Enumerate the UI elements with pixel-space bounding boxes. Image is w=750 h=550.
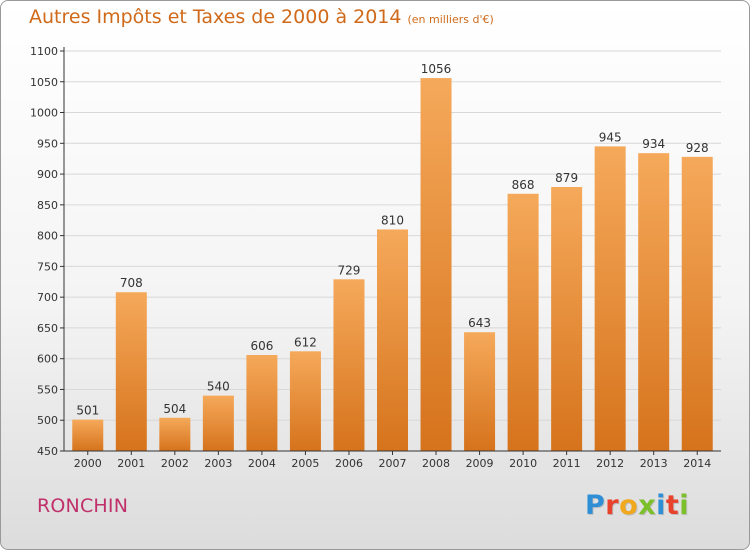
x-tick-label: 2006 bbox=[335, 457, 363, 470]
data-label: 708 bbox=[120, 276, 143, 290]
y-tick-label: 1000 bbox=[30, 107, 58, 120]
data-label: 606 bbox=[250, 339, 273, 353]
bar bbox=[72, 419, 104, 451]
bar bbox=[115, 292, 147, 451]
proxiti-logo: Proxiti bbox=[585, 490, 690, 521]
bar bbox=[377, 229, 408, 451]
x-tick-label: 2009 bbox=[466, 457, 494, 470]
y-tick-label: 450 bbox=[37, 445, 58, 458]
bar bbox=[159, 417, 191, 451]
x-tick-label: 2008 bbox=[422, 457, 450, 470]
chart-subtitle: (en milliers d'€) bbox=[407, 13, 494, 26]
x-tick-label: 2012 bbox=[596, 457, 624, 470]
y-tick-label: 550 bbox=[37, 383, 58, 396]
y-tick-label: 650 bbox=[37, 322, 58, 335]
x-tick-label: 2004 bbox=[248, 457, 276, 470]
y-tick-label: 700 bbox=[37, 291, 58, 304]
y-tick-label: 600 bbox=[37, 353, 58, 366]
x-tick-label: 2002 bbox=[161, 457, 189, 470]
data-label: 934 bbox=[642, 137, 665, 151]
data-label: 729 bbox=[338, 263, 361, 277]
x-tick-label: 2011 bbox=[553, 457, 581, 470]
data-label: 868 bbox=[512, 178, 535, 192]
city-name: RONCHIN bbox=[37, 495, 129, 517]
y-tick-label: 750 bbox=[37, 260, 58, 273]
data-label: 928 bbox=[686, 141, 709, 155]
y-tick-label: 950 bbox=[37, 137, 58, 150]
data-label: 1056 bbox=[421, 62, 452, 76]
x-tick-label: 2000 bbox=[74, 457, 102, 470]
y-tick-label: 900 bbox=[37, 168, 58, 181]
x-tick-label: 2005 bbox=[291, 457, 319, 470]
x-tick-label: 2007 bbox=[379, 457, 407, 470]
labels: 450 500 550 600 650 700 750 800 850 900 950 1000 105… bbox=[30, 45, 711, 470]
bar bbox=[246, 355, 278, 451]
bar bbox=[289, 351, 321, 451]
bar bbox=[420, 78, 452, 452]
x-tick-label: 2013 bbox=[640, 457, 668, 470]
data-label: 504 bbox=[163, 402, 186, 416]
bars bbox=[72, 78, 713, 452]
bar bbox=[507, 193, 539, 451]
data-label: 540 bbox=[207, 380, 230, 394]
bar bbox=[464, 332, 496, 451]
bar bbox=[594, 146, 626, 451]
x-tick-label: 2001 bbox=[117, 457, 145, 470]
data-label: 612 bbox=[294, 335, 317, 349]
x-tick-label: 2003 bbox=[204, 457, 232, 470]
bar bbox=[638, 153, 670, 451]
data-label: 810 bbox=[381, 213, 404, 227]
x-tick-label: 2010 bbox=[509, 457, 537, 470]
chart-title-row: Autres Impôts et Taxes de 2000 à 2014 (en… bbox=[29, 6, 494, 28]
data-label: 945 bbox=[599, 130, 622, 144]
y-tick-label: 1050 bbox=[30, 76, 58, 89]
y-tick-label: 500 bbox=[37, 414, 58, 427]
bar bbox=[333, 279, 365, 451]
data-label: 879 bbox=[555, 171, 578, 185]
chart-title: Autres Impôts et Taxes de 2000 à 2014 bbox=[29, 6, 402, 28]
bar bbox=[202, 395, 234, 451]
bar bbox=[681, 156, 713, 451]
axes bbox=[60, 47, 721, 455]
y-tick-label: 1100 bbox=[30, 45, 58, 58]
y-tick-label: 800 bbox=[37, 230, 58, 243]
data-label: 501 bbox=[76, 404, 99, 418]
data-label: 643 bbox=[468, 316, 491, 330]
bar bbox=[551, 187, 583, 451]
y-tick-label: 850 bbox=[37, 199, 58, 212]
x-tick-label: 2014 bbox=[683, 457, 711, 470]
